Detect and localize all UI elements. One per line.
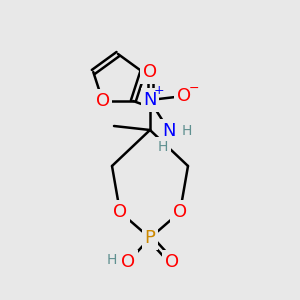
Text: O: O [96, 92, 110, 110]
Text: H: H [158, 140, 169, 154]
Text: N: N [143, 91, 157, 109]
Text: P: P [145, 229, 155, 247]
Text: H: H [107, 253, 117, 267]
Text: O: O [143, 63, 157, 81]
Text: O: O [173, 203, 187, 221]
Text: O: O [165, 253, 179, 271]
Text: N: N [163, 122, 176, 140]
Text: O: O [121, 253, 135, 271]
Text: +: + [154, 83, 164, 97]
Text: H: H [182, 124, 193, 138]
Text: O: O [177, 87, 191, 105]
Text: −: − [189, 82, 199, 94]
Text: O: O [113, 203, 127, 221]
